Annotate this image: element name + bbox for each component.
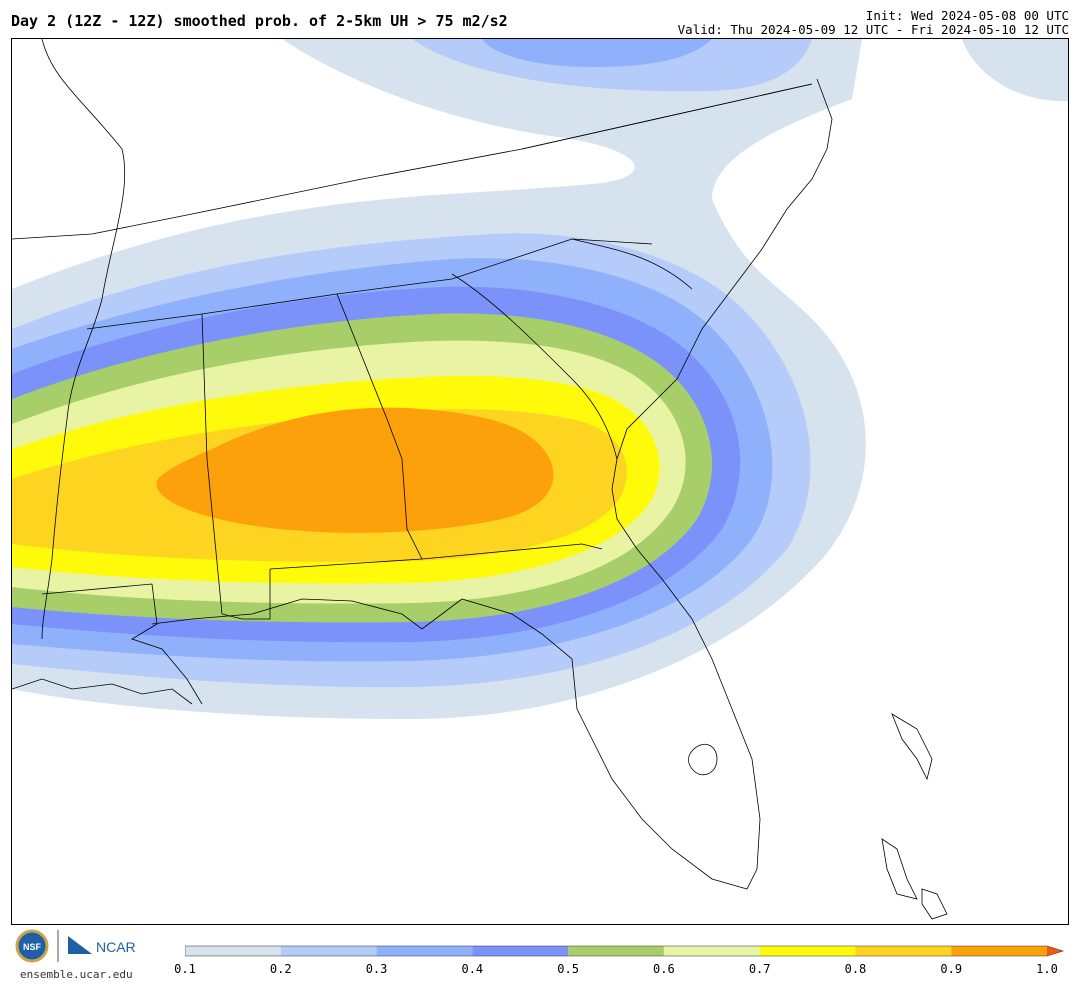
colorbar-segment: [663, 946, 760, 956]
nsf-logo-text: NSF: [23, 942, 42, 952]
colorbar-segment: [759, 946, 856, 956]
nsf-logo-icon: [15, 929, 49, 963]
probability-contours: [12, 39, 1068, 719]
colorbar-tick-label: 0.3: [365, 962, 388, 976]
colorbar-tick-label: 0.1: [174, 962, 196, 976]
init-time: Init: Wed 2024-05-08 00 UTC: [865, 8, 1069, 23]
contour-0.1-ne: [962, 39, 1068, 102]
colorbar-tick-label: 0.6: [653, 962, 675, 976]
ncar-logo-icon: [68, 936, 92, 954]
map-canvas: [12, 39, 1068, 920]
colorbar-tick-label: 0.4: [461, 962, 484, 976]
colorbar-tick-label: 1.0: [1036, 962, 1058, 976]
logo-group: NSF NCAR: [14, 928, 154, 984]
valid-time: Valid: Thu 2024-05-09 12 UTC - Fri 2024-…: [677, 22, 1069, 37]
colorbar-tick-label: 0.8: [844, 962, 867, 976]
map-title: Day 2 (12Z - 12Z) smoothed prob. of 2-5k…: [11, 12, 508, 30]
colorbar-tick-label: 0.9: [940, 962, 963, 976]
nsf-ncar-logos: NSF NCAR: [15, 929, 136, 963]
colorbar-segment: [472, 946, 569, 956]
colorbar-segment: [855, 946, 952, 956]
colorbar-extend-arrow: [1047, 946, 1063, 956]
contour-0.9: [156, 407, 554, 533]
colorbar-segment: [185, 946, 281, 956]
probability-map[interactable]: [11, 38, 1069, 925]
colorbar-svg: [184, 945, 1065, 957]
state-boundaries: [12, 39, 948, 920]
colorbar-segment: [376, 946, 473, 956]
site-url: ensemble.ucar.edu: [20, 968, 133, 981]
colorbar-tick-label: 0.5: [557, 962, 579, 976]
colorbar: [184, 943, 1065, 957]
colorbar-segment: [568, 946, 664, 956]
colorbar-tick-label: 0.2: [269, 962, 292, 976]
colorbar-segment: [280, 946, 377, 956]
contour-0.3-top: [482, 39, 712, 67]
ncar-logo-text: NCAR: [96, 939, 136, 955]
colorbar-tick-label: 0.7: [748, 962, 771, 976]
colorbar-segment: [951, 946, 1047, 956]
